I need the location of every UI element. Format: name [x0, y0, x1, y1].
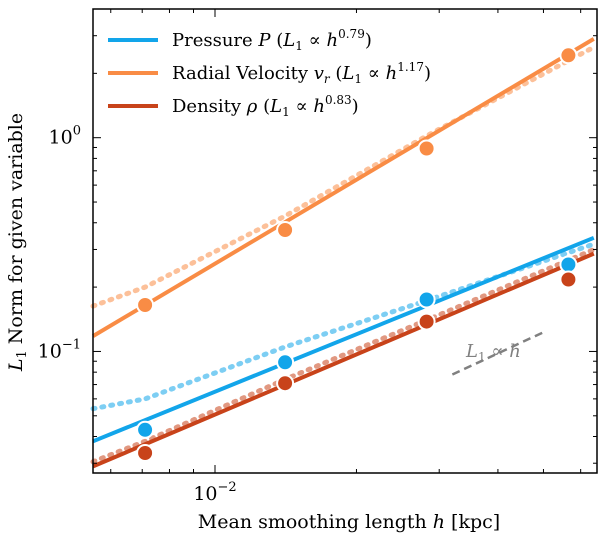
velocity-point-2: [417, 139, 436, 158]
velocity-point-0: [136, 296, 155, 314]
density-point-3: [559, 270, 578, 289]
axis-ticks: [93, 8, 597, 473]
density-point-2: [417, 312, 436, 331]
pressure-dotted-line: [90, 241, 597, 412]
legend-label-pressure: Pressure P (L1 ∝ h0.79): [172, 27, 372, 53]
x-axis-label: Mean smoothing length h [kpc]: [198, 511, 500, 533]
legend-label-density: Density ρ (L1 ∝ h0.83): [172, 93, 359, 119]
fit-lines: [91, 37, 595, 469]
reference-line: L1 ∝ h: [451, 331, 544, 376]
pressure-point-1: [276, 353, 295, 372]
y-tick-label-1: 100: [49, 124, 81, 149]
velocity-dotted-line: [90, 44, 597, 309]
reference-dashed-line: [451, 331, 544, 376]
pressure-point-0: [136, 420, 155, 439]
pressure-point-2: [417, 290, 436, 309]
legend-label-velocity: Radial Velocity vr (L1 ∝ h1.17): [172, 60, 431, 86]
y-tick-label-0: 10−1: [38, 337, 81, 362]
dotted-lines: [90, 44, 597, 465]
velocity-point-1: [276, 221, 295, 239]
legend: Pressure P (L1 ∝ h0.79) Radial Velocity v…: [108, 27, 431, 119]
reference-label: L1 ∝ h: [465, 341, 521, 364]
tick-labels: 10−2 10−1 100: [38, 124, 237, 505]
density-point-1: [276, 374, 295, 393]
data-points: [136, 46, 578, 462]
pressure-point-3: [559, 255, 578, 274]
plot-frame: [92, 8, 598, 474]
y-axis-label: L1 Norm for given variable: [5, 113, 30, 372]
velocity-fit-line: [91, 37, 595, 338]
x-tick-label-0: 10−2: [193, 480, 236, 505]
pressure-fit-line: [92, 235, 595, 444]
density-point-0: [136, 444, 155, 462]
density-fit-line: [92, 251, 595, 469]
velocity-point-3: [559, 46, 578, 65]
